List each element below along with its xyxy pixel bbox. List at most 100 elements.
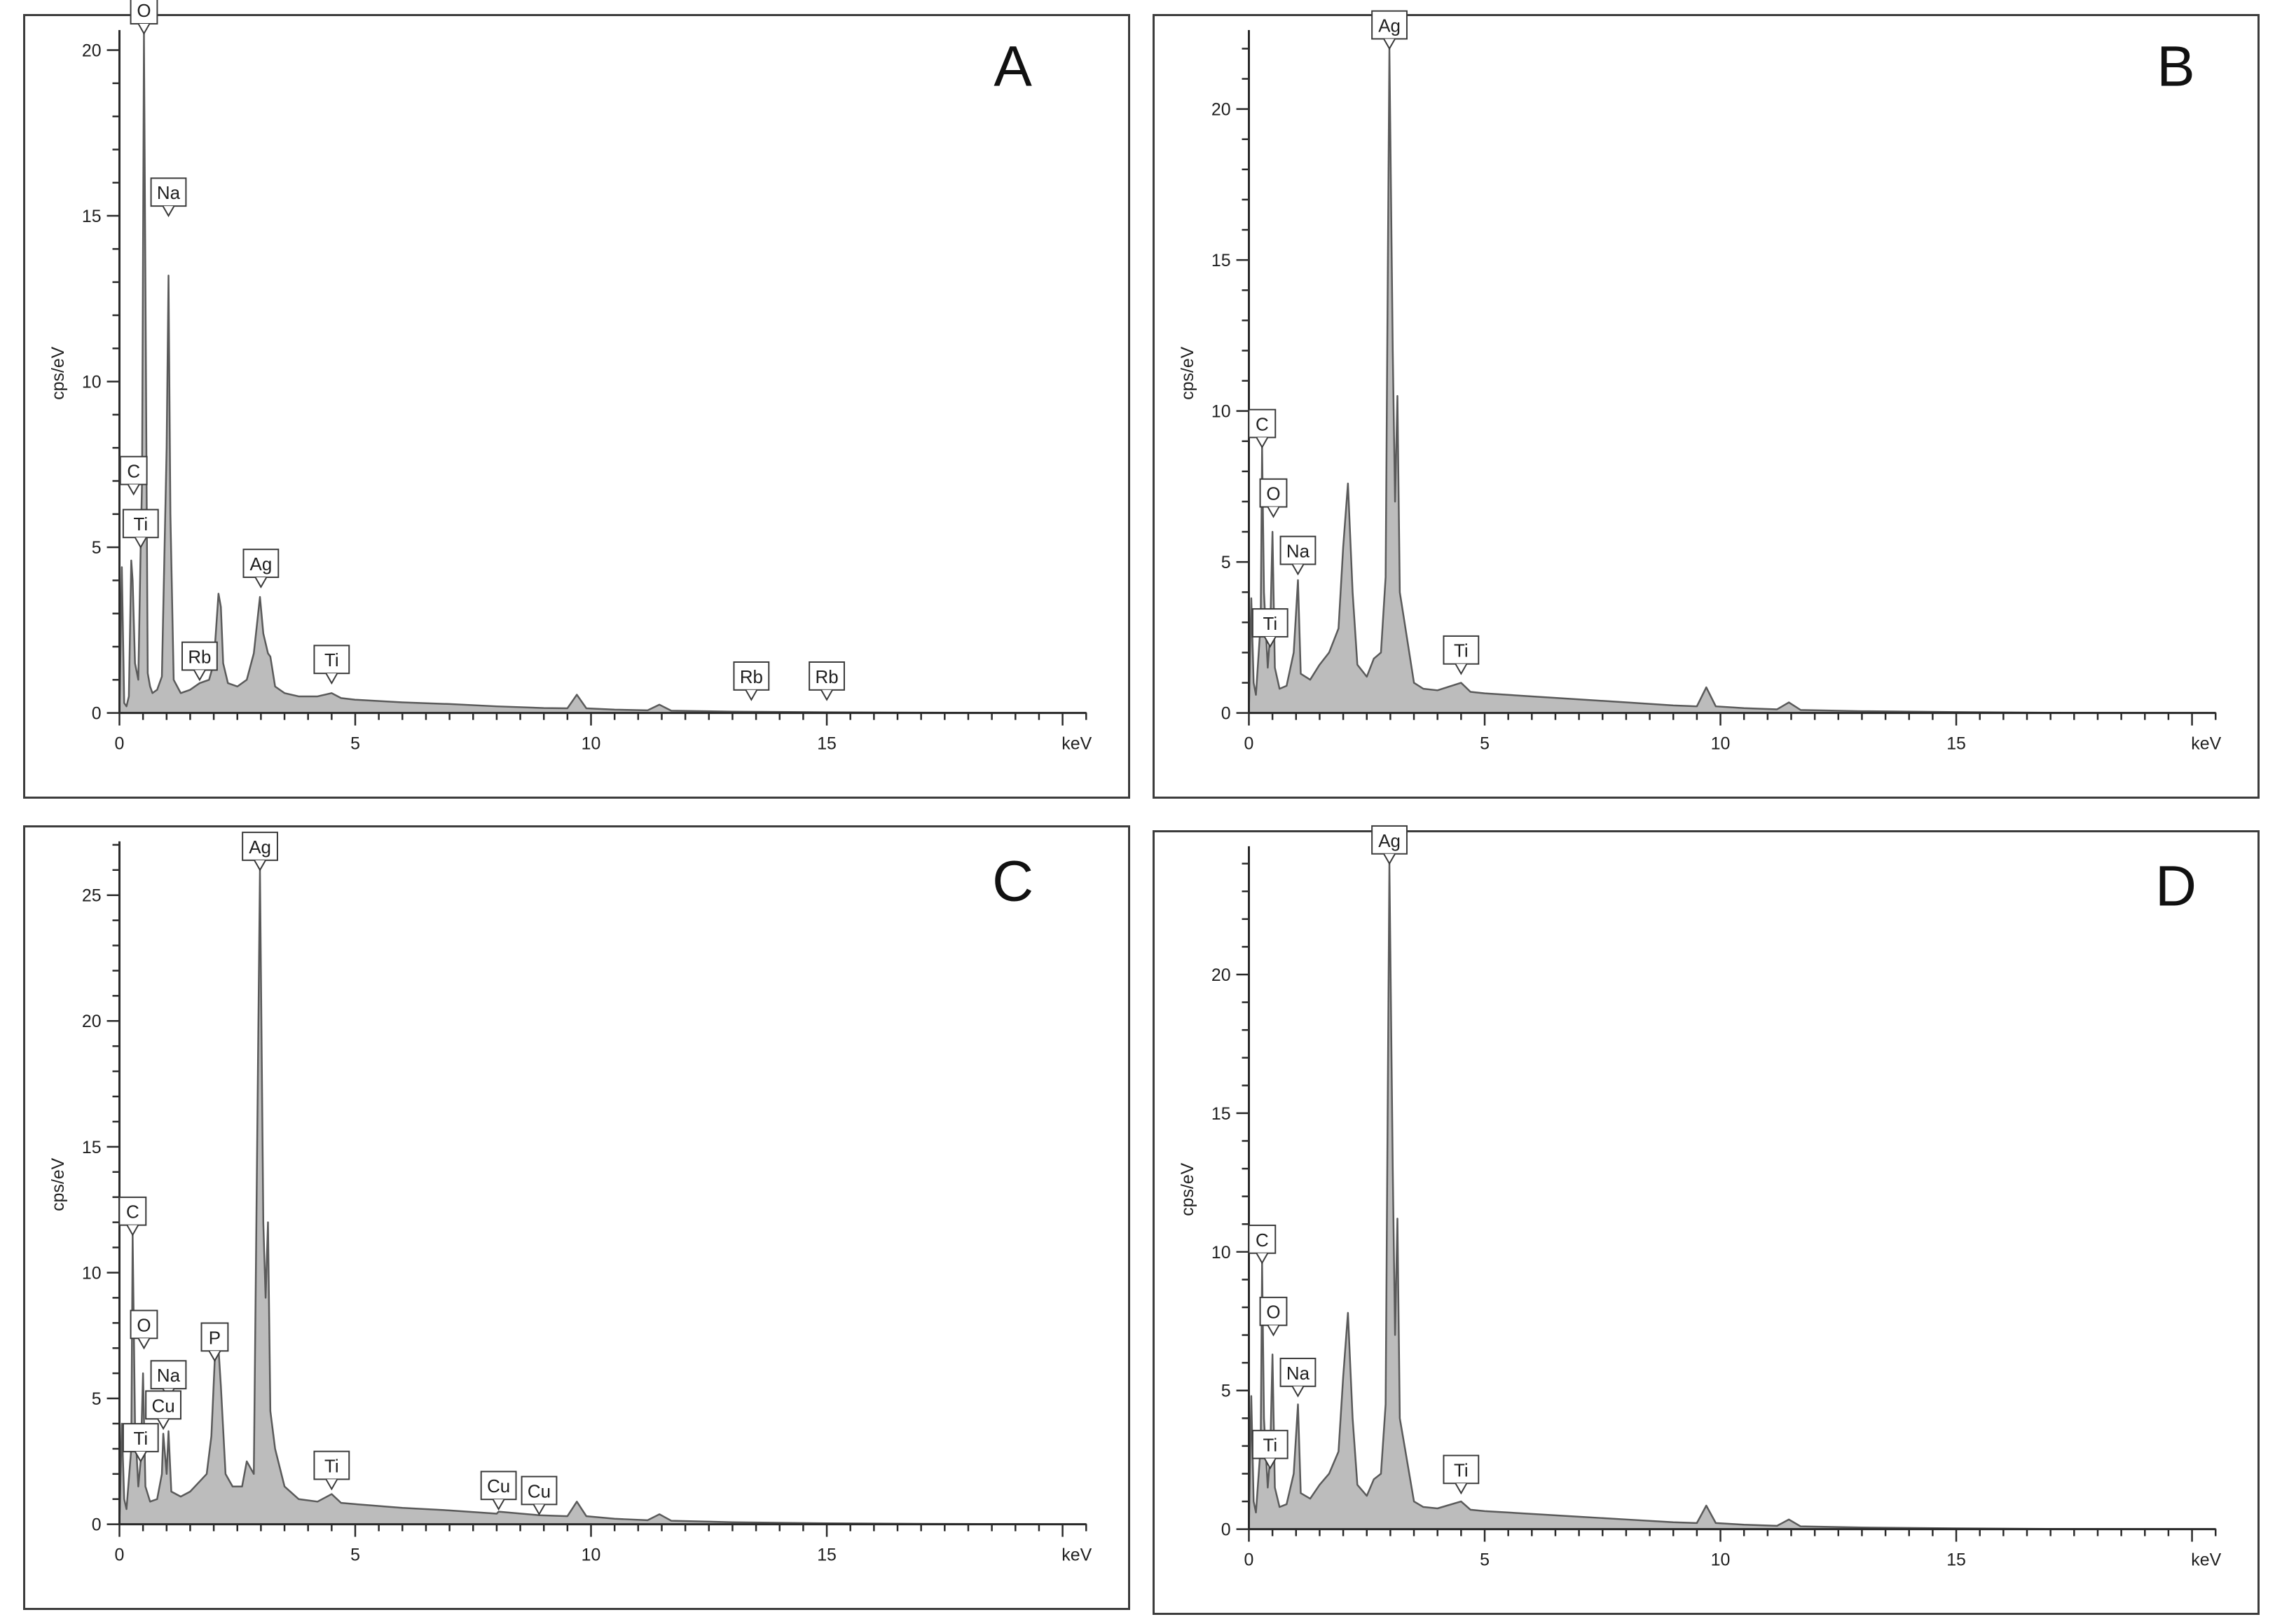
peak-label-text: Ti <box>1454 1461 1469 1480</box>
x-tick-label: 10 <box>1711 734 1731 753</box>
peak-label-text: Cu <box>152 1396 175 1416</box>
peak-label-pointer <box>1256 436 1269 449</box>
spectrum-panel-c: C 0 5 10 15 20 25 0 5 10 15 keV cps/eV Ag C O P Na Cu Ti Ti… <box>23 825 1130 1610</box>
peak-label: Ti <box>1251 1429 1288 1470</box>
peak-label: Rb <box>809 661 845 701</box>
peak-label-text: Cu <box>487 1477 510 1496</box>
peak-label: Ti <box>1443 635 1480 675</box>
peak-label: Ag <box>1371 825 1408 865</box>
peak-label-text: Ti <box>133 1429 148 1449</box>
peak-label-pointer <box>137 23 151 35</box>
peak-label-box <box>130 0 158 25</box>
x-tick-label: 15 <box>817 1545 837 1564</box>
peak-label-text: Rb <box>740 668 763 687</box>
peak-label-text: Rb <box>188 647 211 667</box>
y-tick-label: 15 <box>1211 1104 1231 1124</box>
peak-label-box <box>313 1450 350 1480</box>
peak-label-pointer <box>1383 38 1396 50</box>
peak-label-pointer <box>820 689 833 701</box>
peak-label-text: C <box>127 462 140 482</box>
peak-label-box <box>1248 1224 1277 1254</box>
peak-label-box <box>119 455 148 486</box>
peak-label: Ag <box>1371 10 1408 50</box>
y-tick-label: 10 <box>1211 1243 1231 1262</box>
peak-label: Cu <box>521 1475 558 1516</box>
peak-label: O <box>1259 1296 1288 1337</box>
spectrum-area <box>1248 48 2217 714</box>
peak-label: Rb <box>181 641 218 682</box>
peak-label-pointer <box>254 860 266 872</box>
peak-label: Rb <box>733 661 770 701</box>
peak-label-box <box>122 509 159 539</box>
peak-label-pointer <box>126 1225 139 1237</box>
x-unit-label: keV <box>2191 734 2221 753</box>
x-unit-label: keV <box>2191 1550 2221 1569</box>
peak-label-pointer <box>162 205 175 218</box>
spectrum-area <box>118 32 1087 714</box>
panel-letter: B <box>2157 35 2194 99</box>
peak-label-text: O <box>137 1 151 21</box>
x-tick-label: 0 <box>115 1545 125 1564</box>
peak-label-pointer <box>134 537 147 549</box>
peak-label-pointer <box>745 689 758 701</box>
panel-letter: C <box>992 849 1033 913</box>
peak-label-pointer <box>193 669 206 682</box>
peak-label-pointer <box>157 1418 170 1431</box>
y-tick-label: 0 <box>92 1515 102 1535</box>
peak-label: Ag <box>242 832 278 872</box>
x-unit-label: keV <box>1061 734 1092 753</box>
y-axis-title: cps/eV <box>48 1157 68 1211</box>
x-tick-label: 15 <box>817 734 837 753</box>
peak-label-text: C <box>1256 415 1269 434</box>
peak-label: Ti <box>1443 1454 1480 1495</box>
peak-label-text: Ag <box>250 555 273 574</box>
peak-label-pointer <box>532 1503 546 1516</box>
peak-label-box <box>145 1390 181 1420</box>
peak-label-text: Ti <box>1263 1436 1277 1456</box>
peak-label: O <box>130 0 158 35</box>
peak-label-text: Na <box>157 1366 181 1386</box>
peak-label-box <box>1251 608 1288 638</box>
x-tick-label: 10 <box>582 1545 601 1564</box>
x-tick-label: 10 <box>582 734 601 753</box>
peak-label-box <box>1259 478 1288 508</box>
x-unit-label: keV <box>1061 1545 1092 1564</box>
y-tick-label: 15 <box>82 207 102 226</box>
spectrum-area <box>118 869 1087 1525</box>
peak-label: O <box>130 1309 158 1350</box>
peak-label: P <box>200 1322 229 1363</box>
y-tick-label: 0 <box>1221 704 1231 724</box>
peak-label-text: Ti <box>324 1457 339 1477</box>
y-tick-label: 15 <box>82 1138 102 1157</box>
panel-letter: A <box>994 35 1032 99</box>
peak-label: Cu <box>480 1471 517 1511</box>
peak-label-pointer <box>1455 1482 1468 1495</box>
peak-label: Ti <box>313 645 350 685</box>
peak-label: Ti <box>313 1450 350 1491</box>
x-tick-label: 5 <box>1480 1550 1490 1569</box>
peak-label-box <box>1371 10 1408 40</box>
peak-label-text: Na <box>1286 1364 1310 1384</box>
peak-label-pointer <box>325 1478 338 1491</box>
peak-label-box <box>1251 1429 1288 1459</box>
peak-label-pointer <box>134 1451 147 1463</box>
peak-label-text: Ti <box>1263 614 1277 634</box>
peak-label-text: Cu <box>528 1482 551 1501</box>
peak-label-pointer <box>127 484 140 496</box>
panel-letter: D <box>2155 854 2197 918</box>
y-tick-label: 25 <box>82 886 102 906</box>
peak-label: C <box>118 1196 147 1237</box>
peak-label-pointer <box>1263 1458 1277 1470</box>
peak-label-text: Ti <box>324 651 339 670</box>
peak-label: C <box>119 455 148 496</box>
spectrum-area <box>1248 862 2217 1530</box>
y-tick-label: 20 <box>1211 100 1231 120</box>
peak-label-box <box>150 1360 187 1390</box>
peak-label-text: Ag <box>249 838 271 858</box>
peak-label-text: C <box>1256 1231 1269 1251</box>
peak-label: Ag <box>242 549 280 589</box>
peak-label-box <box>150 177 187 207</box>
peak-label-pointer <box>1267 1325 1280 1337</box>
peak-label-pointer <box>254 577 268 589</box>
y-tick-label: 0 <box>1221 1520 1231 1540</box>
